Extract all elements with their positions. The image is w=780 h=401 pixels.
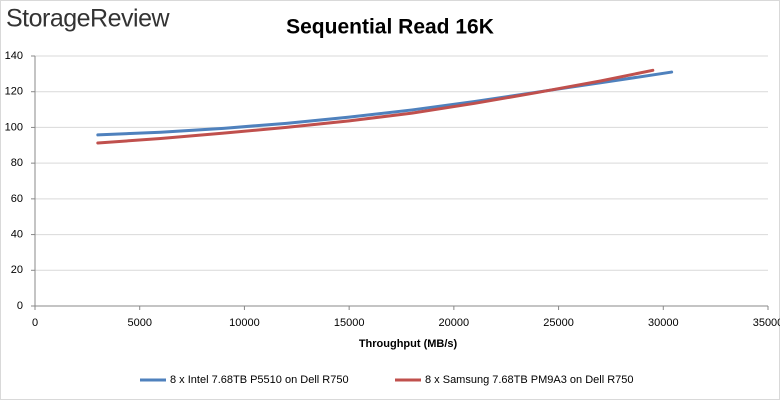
x-tick-label: 5000 [127,317,151,329]
series-line [96,68,655,145]
y-tick-label: 20 [11,264,23,276]
y-tick-label: 80 [11,157,23,169]
y-tick-label: 120 [5,86,23,98]
x-tick-label: 15000 [334,317,365,329]
x-tick-label: 20000 [439,317,470,329]
legend-label: 8 x Intel 7.68TB P5510 on Dell R750 [170,374,349,386]
legend-label: 8 x Samsung 7.68TB PM9A3 on Dell R750 [425,374,634,386]
x-axis-title: Throughput (MB/s) [359,338,458,350]
y-tick-label: 0 [17,300,23,312]
logo: StorageReview [6,5,170,33]
x-tick-label: 10000 [229,317,260,329]
y-tick-label: 100 [5,121,23,133]
y-tick-label: 40 [11,228,23,240]
chart-title: Sequential Read 16K [286,16,494,39]
y-tick-label: 60 [11,193,23,205]
x-tick-label: 0 [32,317,38,329]
x-tick-label: 30000 [648,317,679,329]
x-tick-label: 25000 [543,317,574,329]
x-tick-label: 35000 [753,317,780,329]
y-tick-label: 140 [5,50,23,62]
